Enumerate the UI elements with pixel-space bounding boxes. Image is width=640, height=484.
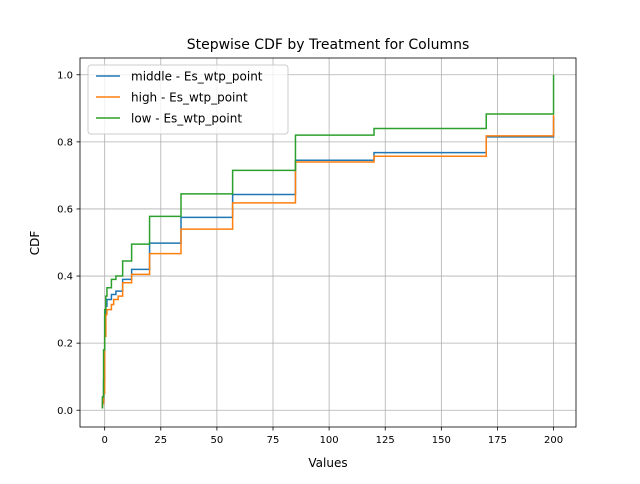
legend-label: high - Es_wtp_point <box>131 91 248 105</box>
x-tick-label: 200 <box>544 435 563 446</box>
legend-box <box>87 64 289 135</box>
x-tick-label: 175 <box>488 435 507 446</box>
y-tick-label: 0.6 <box>57 205 73 216</box>
x-tick-label: 50 <box>211 435 224 446</box>
y-tick-label: 1.0 <box>57 70 73 81</box>
x-axis-label: Values <box>308 456 347 470</box>
x-tick-label: 150 <box>432 435 451 446</box>
x-tick-label: 0 <box>102 435 108 446</box>
legend-label: middle - Es_wtp_point <box>131 70 263 84</box>
y-tick-label: 0.4 <box>57 272 73 283</box>
plot-frame <box>79 57 577 428</box>
x-tick-label: 75 <box>267 435 280 446</box>
legend-label: low - Es_wtp_point <box>131 112 242 126</box>
series-lines <box>101 74 555 409</box>
y-tick-label: 0.8 <box>57 137 73 148</box>
x-tick-label: 125 <box>376 435 395 446</box>
x-tick-label: 100 <box>320 435 339 446</box>
x-tick-label: 25 <box>154 435 167 446</box>
y-tick-label: 0.0 <box>57 406 73 417</box>
chart-title: Stepwise CDF by Treatment for Columns <box>187 37 470 53</box>
axis-ticks: 0 25 50 75 100 125 150 175 200 0.0 0.2 0.4 0.6 0.8 1.0 <box>57 70 563 446</box>
y-axis-label: CDF <box>28 231 42 256</box>
series-line-3 <box>101 74 555 409</box>
y-tick-label: 0.2 <box>57 339 73 350</box>
